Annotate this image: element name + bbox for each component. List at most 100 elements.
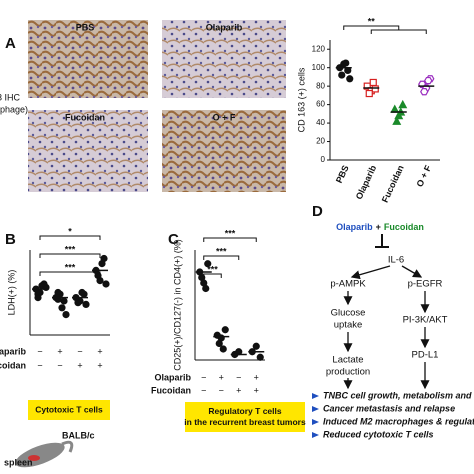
y-axis-label: CD25(+)/CD127(-) in CD4(+) (%) bbox=[172, 239, 182, 371]
y-tick-label: 120 bbox=[312, 44, 326, 53]
data-point bbox=[420, 88, 429, 96]
panel-label: A bbox=[5, 35, 16, 52]
sign: + bbox=[57, 346, 62, 356]
significance: *** bbox=[216, 246, 227, 256]
row-label: Fucoidan bbox=[151, 385, 191, 395]
y-tick-label: 0 bbox=[321, 155, 326, 164]
sign: − bbox=[219, 385, 224, 395]
outcome: Cancer metastasis and relapse bbox=[323, 403, 455, 413]
data-point bbox=[346, 75, 354, 83]
data-point bbox=[58, 304, 66, 312]
bullet bbox=[312, 419, 319, 425]
node: IL-6 bbox=[388, 255, 404, 266]
y-tick-label: 80 bbox=[316, 81, 325, 90]
data-point bbox=[369, 78, 377, 87]
bracket bbox=[39, 235, 101, 240]
data-point bbox=[78, 288, 86, 297]
bracket bbox=[203, 237, 257, 242]
data-point bbox=[202, 284, 210, 293]
data-point bbox=[215, 339, 223, 348]
x-tick-label: O + F bbox=[415, 163, 434, 188]
outcome: TNBC cell growth, metabolism and stem bbox=[323, 390, 474, 400]
sign: − bbox=[77, 346, 82, 356]
image-label: O + F bbox=[213, 112, 236, 122]
data-point bbox=[82, 300, 90, 308]
y-axis-label: CD 163 (+) cells bbox=[296, 67, 306, 132]
node: p-EGFR bbox=[408, 279, 443, 290]
mouse-strain: BALB/c bbox=[62, 430, 95, 440]
bracket bbox=[203, 255, 240, 260]
caption: Cytotoxic T cells bbox=[35, 404, 103, 414]
row-label: Fucoidan bbox=[0, 360, 26, 370]
sign: − bbox=[236, 372, 241, 382]
outcome: Induced M2 macrophages & regulatory bbox=[323, 416, 474, 426]
inhibit bbox=[375, 234, 389, 248]
diagram-top: Olaparib + Fucoidan bbox=[336, 222, 424, 232]
sign: − bbox=[57, 360, 62, 370]
bullet bbox=[312, 406, 319, 412]
significance: *** bbox=[225, 228, 236, 238]
sign: + bbox=[254, 385, 259, 395]
bullet bbox=[312, 393, 319, 399]
side-label: rophage) bbox=[0, 104, 28, 114]
ihc-image bbox=[162, 20, 286, 98]
sign: − bbox=[201, 372, 206, 382]
y-axis-label: LDH(+) (%) bbox=[6, 270, 16, 316]
caption-box bbox=[28, 400, 110, 420]
image-label: PBS bbox=[76, 22, 95, 32]
data-point bbox=[392, 116, 402, 125]
sign: + bbox=[236, 385, 241, 395]
data-point bbox=[221, 326, 229, 334]
y-tick-label: 20 bbox=[316, 137, 325, 146]
data-point bbox=[102, 280, 110, 288]
data-point bbox=[204, 260, 212, 268]
image-label: Olaparib bbox=[206, 22, 243, 32]
panel-label: B bbox=[5, 231, 16, 248]
data-point bbox=[34, 294, 42, 302]
data-point bbox=[54, 288, 62, 297]
data-point bbox=[342, 59, 350, 67]
significance: *** bbox=[65, 262, 76, 272]
significance: *** bbox=[207, 264, 218, 274]
data-point bbox=[365, 89, 373, 98]
mouse bbox=[15, 440, 74, 468]
side-label: 3 IHC bbox=[0, 92, 21, 102]
y-tick-label: 100 bbox=[312, 63, 326, 72]
x-tick-label: Fucoidan bbox=[380, 164, 406, 204]
data-point bbox=[256, 353, 264, 361]
data-point bbox=[98, 260, 106, 268]
node: production bbox=[326, 367, 370, 378]
panel-label: C bbox=[168, 231, 179, 248]
significance: * bbox=[68, 226, 72, 236]
caption: in the recurrent breast tumors bbox=[184, 417, 306, 427]
ihc-image bbox=[28, 20, 148, 98]
row-label: Olaparib bbox=[154, 372, 191, 382]
arrow bbox=[401, 265, 423, 278]
y-tick-label: 40 bbox=[316, 118, 325, 127]
sign: + bbox=[219, 372, 224, 382]
data-point bbox=[219, 345, 227, 353]
bracket bbox=[39, 253, 101, 258]
sign: − bbox=[37, 360, 42, 370]
node: uptake bbox=[334, 320, 363, 331]
sign: − bbox=[37, 346, 42, 356]
x-tick-label: PBS bbox=[334, 164, 351, 185]
data-point bbox=[74, 299, 82, 307]
treatment: Fucoidan bbox=[384, 222, 424, 232]
sign: + bbox=[77, 360, 82, 370]
significance: ** bbox=[368, 16, 376, 26]
treatment: + bbox=[376, 222, 381, 232]
bracket bbox=[203, 273, 222, 278]
image-label: Fucoidan bbox=[65, 112, 105, 122]
significance: *** bbox=[65, 244, 76, 254]
node: PI-3K/AKT bbox=[403, 315, 448, 326]
organ-label: spleen bbox=[4, 457, 33, 467]
data-point bbox=[252, 342, 260, 350]
sign: − bbox=[201, 385, 206, 395]
node: Glucose bbox=[331, 308, 366, 319]
node: PD-L1 bbox=[412, 350, 439, 361]
row-label: Olaparib bbox=[0, 346, 26, 356]
treatment: Olaparib bbox=[336, 222, 373, 232]
